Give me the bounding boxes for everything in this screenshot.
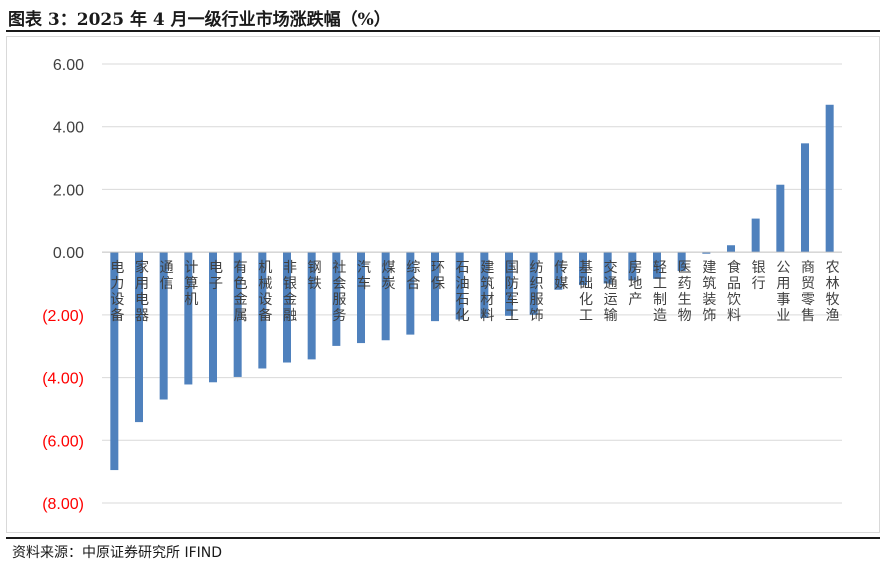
y-tick-label: 4.00 [53, 120, 84, 137]
category-label: 建筑装饰 [702, 260, 716, 324]
y-tick-label: 6.00 [53, 57, 84, 74]
bar [209, 252, 217, 383]
category-label: 食品饮料 [727, 259, 741, 324]
bar [233, 252, 242, 377]
category-label: 医药生物 [678, 260, 692, 324]
category-label: 机械设备 [258, 260, 272, 324]
category-label: 钢铁 [308, 260, 322, 292]
category-label: 轻工制造 [653, 260, 667, 324]
bar [431, 252, 439, 322]
category-label: 纺织服饰 [530, 260, 544, 324]
bar [184, 252, 193, 385]
category-label: 传媒 [554, 260, 568, 292]
category-label: 家用电器 [135, 259, 149, 324]
bar [135, 252, 143, 423]
y-tick-label: (4.00) [42, 371, 84, 388]
bars [110, 104, 834, 471]
bar [307, 252, 316, 360]
bar [554, 252, 563, 290]
bar [529, 252, 538, 315]
gridlines [102, 63, 842, 504]
bar [332, 252, 341, 346]
footer-divider [6, 537, 880, 539]
category-label: 国防军工 [505, 260, 519, 324]
bar [579, 252, 587, 286]
category-label: 环保 [431, 260, 445, 292]
bar [776, 184, 785, 253]
chart-title: 图表 3：2025 年 4 月一级行业市场涨跌幅（%） [8, 10, 391, 30]
bar [505, 252, 513, 316]
category-labels: 电力设备家用电器通信计算机电子有色金属机械设备非银金融钢铁社会服务汽车煤炭综合环… [110, 259, 839, 324]
bar [653, 252, 661, 279]
category-label: 社会服务 [332, 260, 346, 324]
bar [603, 252, 612, 284]
y-tick-label: (6.00) [42, 433, 84, 450]
source-note: 资料来源：中原证券研究所 IFIND [12, 545, 223, 561]
category-label: 银行 [752, 260, 766, 292]
bar [455, 252, 464, 320]
y-tick-label: 0.00 [53, 245, 84, 262]
y-axis-tick-labels: 6.00 4.00 2.00 0.00 (2.00) (4.00) (6.00) (8.00) [42, 57, 84, 513]
category-label: 综合 [406, 260, 420, 292]
bar [751, 218, 760, 253]
category-label: 汽车 [357, 260, 371, 292]
bar [480, 252, 489, 318]
category-label: 建筑材料 [480, 260, 494, 324]
title-divider [6, 30, 880, 32]
y-tick-label: (8.00) [42, 496, 84, 513]
bar [406, 252, 415, 335]
category-label: 非银金融 [283, 260, 297, 324]
bar [677, 252, 686, 271]
bar [801, 143, 809, 253]
category-label: 房地产 [628, 260, 642, 308]
category-label: 公用事业 [776, 260, 790, 324]
category-label: 电力设备 [110, 260, 124, 324]
bar [283, 252, 291, 363]
bar [159, 252, 168, 400]
bar [381, 252, 390, 341]
category-label: 有色金属 [234, 260, 248, 324]
bar [702, 252, 711, 254]
bar [258, 252, 267, 369]
category-label: 交通运输 [604, 259, 618, 324]
bar [727, 245, 735, 253]
category-label: 计算机 [184, 260, 198, 308]
y-tick-label: (2.00) [42, 308, 84, 325]
chart-frame [6, 36, 880, 533]
category-label: 农林牧渔 [826, 260, 840, 324]
bar [110, 252, 119, 471]
category-label: 商贸零售 [801, 260, 815, 324]
bar [628, 252, 637, 281]
bar [825, 104, 834, 253]
category-label: 基础化工 [579, 259, 593, 324]
bar [357, 252, 365, 344]
category-label: 煤炭 [382, 260, 396, 292]
category-label: 石油石化 [456, 260, 470, 324]
category-label: 通信 [160, 260, 174, 292]
y-tick-label: 2.00 [53, 182, 84, 199]
category-label: 电子 [209, 260, 223, 292]
